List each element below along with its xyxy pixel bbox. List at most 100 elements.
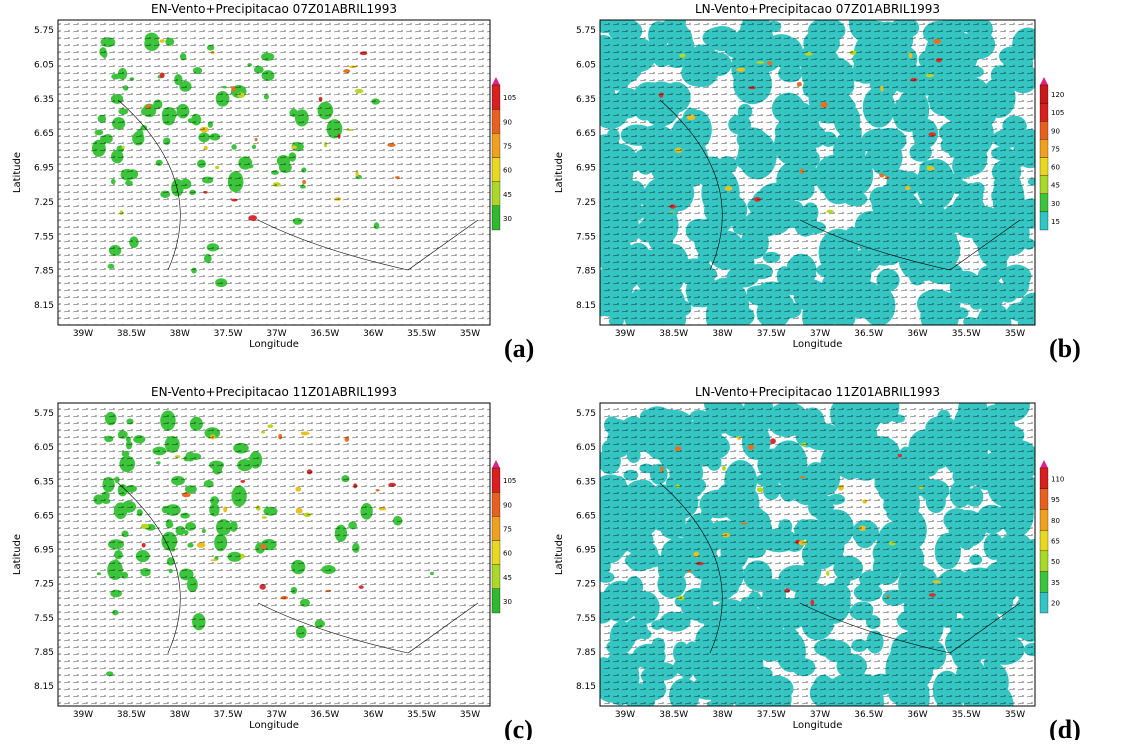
colorbar-swatch	[491, 492, 501, 517]
colorbar-swatch	[491, 588, 501, 614]
x-tick-label: 37.5W	[214, 710, 243, 720]
x-tick-label: 38.5W	[659, 710, 688, 720]
colorbar-swatch	[1039, 550, 1049, 572]
x-tick-label: 36.5W	[854, 710, 883, 720]
y-tick-label: 6.35	[576, 95, 596, 105]
y-tick-label: 5.75	[34, 26, 54, 36]
x-tick-label: 38.5W	[659, 329, 688, 339]
x-tick-label: 37.5W	[757, 710, 786, 720]
y-tick-label: 8.15	[576, 301, 596, 311]
colorbar-tip	[1040, 77, 1048, 85]
y-tick-label: 6.05	[34, 443, 54, 453]
y-tick-label: 6.95	[34, 546, 54, 556]
y-tick-label: 8.15	[34, 682, 54, 692]
panel-title: LN-Vento+Precipitacao 11Z01ABRIL1993	[695, 385, 940, 399]
y-tick-label: 8.15	[34, 301, 54, 311]
x-tick-label: 38W	[170, 710, 190, 720]
x-tick-label: 39W	[615, 329, 635, 339]
colorbar-swatch	[1039, 211, 1049, 231]
y-axis-label: Latitude	[554, 152, 565, 193]
x-tick-label: 39W	[73, 710, 93, 720]
x-tick-label: 37W	[810, 329, 830, 339]
y-tick-label: 6.35	[576, 477, 596, 487]
colorbar-label: 30	[1051, 200, 1060, 208]
y-tick-label: 6.95	[576, 546, 596, 556]
y-tick-label: 8.15	[576, 682, 596, 692]
panel-title: EN-Vento+Precipitacao 11Z01ABRIL1993	[151, 385, 397, 399]
x-axis-label: Longitude	[249, 339, 299, 350]
x-tick-label: 36.5W	[310, 710, 339, 720]
x-tick-label: 38W	[712, 710, 732, 720]
y-tick-label: 7.55	[34, 614, 54, 624]
map-panel: EN-Vento+Precipitacao 07Z01ABRIL1993 39W 3…	[12, 2, 534, 363]
colorbar-swatch	[1039, 488, 1049, 510]
x-axis-label: Longitude	[793, 720, 843, 731]
x-tick-label: 36W	[907, 329, 927, 339]
x-tick-label: 37.5W	[757, 329, 786, 339]
map-frame	[57, 402, 491, 707]
x-tick-label: 38W	[170, 329, 190, 339]
colorbar-label: 110	[1051, 475, 1064, 483]
y-tick-label: 7.85	[34, 648, 54, 658]
y-axis-label: Latitude	[12, 534, 23, 575]
panel-letter: (b)	[1049, 334, 1081, 363]
colorbar-label: 60	[503, 550, 512, 558]
y-tick-label: 6.05	[576, 443, 596, 453]
colorbar-label: 75	[1051, 145, 1060, 153]
panel-letter: (d)	[1049, 715, 1081, 740]
colorbar-swatch	[491, 516, 501, 541]
coastline	[659, 99, 1021, 271]
colorbar-label: 60	[503, 167, 512, 175]
wind-vectors	[600, 20, 1035, 325]
wind-vectors	[58, 403, 490, 706]
colorbar-label: 95	[1051, 496, 1060, 504]
map-frame	[599, 402, 1036, 707]
y-tick-label: 6.95	[34, 164, 54, 174]
colorbar-swatch	[1039, 139, 1049, 158]
x-tick-label: 39W	[615, 710, 635, 720]
colorbar-label: 75	[503, 142, 512, 150]
panel-title: LN-Vento+Precipitacao 07Z01ABRIL1993	[695, 2, 940, 16]
colorbar-label: 30	[503, 215, 512, 223]
y-tick-label: 6.95	[576, 164, 596, 174]
panel-title: EN-Vento+Precipitacao 07Z01ABRIL1993	[151, 2, 397, 16]
colorbar-swatch	[1039, 175, 1049, 194]
colorbar-label: 15	[1051, 218, 1060, 226]
y-tick-label: 7.85	[576, 648, 596, 658]
x-tick-label: 35.5W	[407, 329, 436, 339]
x-tick-label: 38W	[712, 329, 732, 339]
colorbar-swatch	[1039, 193, 1049, 213]
colorbar-swatch	[1039, 529, 1049, 552]
colorbar-label: 60	[1051, 164, 1060, 172]
colorbar-label: 30	[503, 598, 512, 606]
colorbar-swatch	[1039, 592, 1049, 614]
map-frame	[57, 19, 491, 326]
map-frame	[599, 19, 1036, 326]
coastline	[659, 482, 1021, 654]
colorbar-label: 45	[1051, 182, 1060, 190]
colorbar-swatch	[491, 109, 501, 134]
x-tick-label: 37.5W	[214, 329, 243, 339]
colorbar-tip	[1040, 460, 1048, 468]
x-tick-label: 38.5W	[117, 710, 146, 720]
y-tick-label: 7.25	[34, 198, 54, 208]
y-axis-label: Latitude	[12, 152, 23, 193]
colorbar-swatch	[1039, 157, 1049, 176]
colorbar-swatch	[491, 133, 501, 158]
colorbar-label: 90	[503, 501, 512, 509]
x-tick-label: 36W	[363, 710, 383, 720]
coastline	[117, 99, 479, 271]
x-tick-label: 36.5W	[310, 329, 339, 339]
y-tick-label: 7.55	[34, 232, 54, 242]
x-tick-label: 35.5W	[407, 710, 436, 720]
x-tick-label: 35.5W	[952, 329, 981, 339]
x-tick-label: 36.5W	[854, 329, 883, 339]
y-tick-label: 7.25	[576, 198, 596, 208]
colorbar-swatch	[491, 564, 501, 589]
colorbar-swatch	[491, 84, 501, 110]
x-tick-label: 35W	[1005, 329, 1025, 339]
colorbar-swatch	[491, 181, 501, 206]
y-tick-label: 7.55	[576, 614, 596, 624]
map-panel: EN-Vento+Precipitacao 11Z01ABRIL1993 39W 3…	[12, 385, 533, 744]
